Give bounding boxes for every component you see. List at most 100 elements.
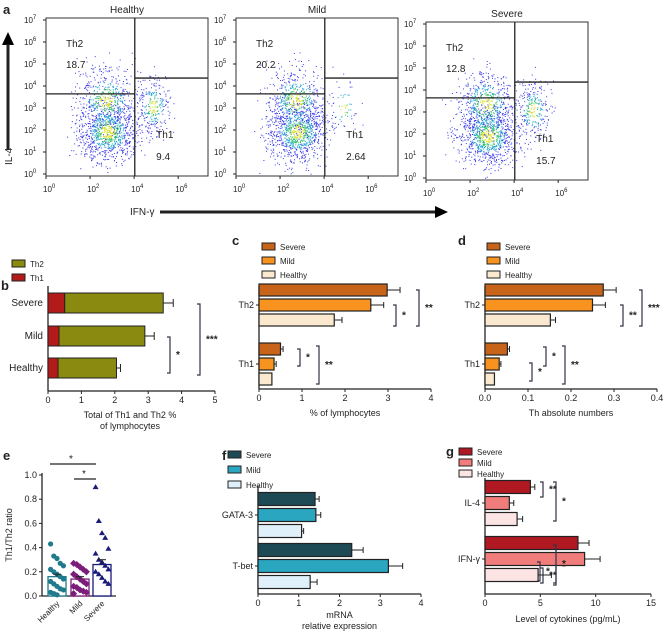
flow-plot-severe-xtick: 106 [555, 188, 568, 198]
flow-plot-mild-th1-label: Th1 [346, 130, 364, 141]
chart-d-legend-label: Mild [505, 257, 520, 266]
chart-e-category-label: Mild [68, 599, 85, 616]
chart-f-xlabel: mRNA [326, 610, 353, 620]
chart-g-sig-mark: * [562, 497, 566, 508]
chart-c-sig-bracket [297, 348, 301, 367]
chart-e-category-label: Severe [82, 599, 107, 624]
chart-g-xtick-label: 10 [591, 598, 601, 608]
chart-e-ytick-label: 0.4 [24, 543, 37, 553]
chart-d-xtick-label: 0.4 [651, 393, 664, 403]
chart-f-bar-gata-3-severe [257, 491, 316, 507]
chart-e-point-severe [99, 574, 105, 580]
chart-f-bar-t-bet-healthy [257, 574, 311, 590]
chart-b-sig-mild-healthy-bracket [167, 336, 171, 374]
chart-f-legend-label: Severe [246, 451, 272, 460]
chart-c-group-label: Th1 [238, 359, 254, 369]
chart-c-sig-bracket [393, 304, 397, 327]
chart-g-sig-bracket [537, 561, 541, 582]
flow-plot-healthy-xtick: 104 [131, 184, 144, 194]
chart-d-sig-bracket [620, 304, 624, 327]
chart-g-sig-mark: ** [549, 485, 557, 496]
flow-plot-healthy-th2-value: 18.7 [66, 60, 86, 71]
chart-c-sig-mark: * [402, 311, 406, 322]
chart-c-legend-swatch [261, 270, 276, 279]
chart-c-legend-label: Severe [280, 243, 306, 252]
flow-plot-healthy-ytick: 105 [24, 59, 37, 69]
flow-plot-healthy-ytick: 100 [24, 169, 37, 179]
chart-c-bar-th2-healthy [258, 313, 335, 327]
flow-plot-severe-ytick: 100 [404, 173, 417, 183]
flow-plot-mild-ytick: 103 [214, 103, 227, 113]
flow-plot-healthy-ytick: 104 [24, 81, 37, 91]
panel-label-e: e [3, 448, 11, 463]
chart-g-group-label: IL-4 [464, 498, 480, 508]
chart-b-xtick-label: 2 [112, 395, 117, 405]
panel-label-b: b [1, 278, 9, 293]
chart-g-sig-mark: * [546, 567, 550, 578]
flow-plot-healthy-ytick: 106 [24, 37, 37, 47]
chart-b-sig-severe-healthy-mark: *** [206, 335, 218, 346]
flow-plot-severe-ytick: 102 [404, 129, 417, 139]
chart-d-bar-th2-healthy [484, 313, 551, 327]
chart-b-xtick-label: 4 [179, 395, 184, 405]
panel-label-a: a [3, 2, 11, 17]
chart-e-sig-mark: * [82, 469, 86, 480]
flow-plot-healthy-title: Healthy [110, 5, 144, 16]
chart-f-xtick-label: 1 [296, 598, 301, 608]
chart-e-point-severe [105, 566, 112, 572]
chart-c-legend-label: Mild [280, 257, 295, 266]
chart-b-xlabel: Total of Th1 and Th2 % [84, 410, 177, 420]
flow-plot-mild-ytick: 104 [214, 81, 227, 91]
chart-b-bar-th2 [58, 325, 146, 347]
chart-d-sig-bracket [639, 289, 643, 327]
chart-c-legend-swatch [261, 256, 276, 265]
chart-f-legend-label: Healthy [246, 481, 273, 490]
chart-c-bar-th1-healthy [258, 372, 273, 386]
chart-g-bar-ifn-γ-mild [484, 551, 586, 567]
flow-plot-severe-ytick: 105 [404, 63, 417, 73]
chart-d-sig-mark: * [552, 352, 556, 363]
flow-plot-mild-frame [235, 17, 399, 177]
chart-e-point-severe [105, 580, 112, 586]
chart-b-category-label: Healthy [9, 363, 43, 374]
flow-plot-healthy-xtick: 106 [175, 184, 188, 194]
chart-e-ytick-label: 0.8 [24, 494, 37, 504]
chart-e-point-severe [102, 562, 109, 568]
flow-plot-healthy-th1-value: 9.4 [156, 152, 170, 163]
chart-g-bar-il-4-healthy [484, 511, 518, 527]
chart-c-sig-mark: ** [425, 303, 433, 314]
chart-c-xtick-label: 3 [385, 393, 390, 403]
chart-d-legend-swatch [486, 270, 501, 279]
chart-b-xlabel-line2: of lymphocytes [100, 421, 161, 431]
chart-g-xtick-label: 15 [646, 598, 656, 608]
chart-f-bar-t-bet-mild [257, 558, 389, 574]
chart-e-point-severe [95, 517, 102, 523]
flow-plot-severe-xtick: 100 [423, 188, 436, 198]
flow-plot-mild-xtick: 102 [277, 184, 290, 194]
chart-f-xlabel-line2: relative expression [302, 621, 377, 631]
chart-e-point-severe [92, 484, 99, 490]
chart-c-xtick-label: 1 [299, 393, 304, 403]
chart-e-point-severe [105, 545, 112, 551]
chart-f-xtick-label: 3 [378, 598, 383, 608]
chart-d-bar-th1-healthy [484, 372, 496, 386]
chart-f-bar-t-bet-severe [257, 542, 353, 558]
chart-g-legend-label: Mild [477, 459, 492, 468]
chart-e-ytick-label: 1.0 [24, 470, 37, 480]
chart-b-legend-swatch [11, 259, 26, 268]
chart-e-point-severe [95, 571, 102, 577]
flow-plot-healthy-xtick: 102 [87, 184, 100, 194]
flow-plot-healthy-ytick: 101 [24, 147, 37, 157]
flow-plot-severe-ytick: 103 [404, 107, 417, 117]
panel-label-d: d [458, 233, 466, 248]
ifn-arrow-head [435, 206, 448, 218]
flow-plot-healthy-frame [45, 17, 209, 177]
flow-plot-severe-th2-value: 12.8 [446, 64, 466, 75]
chart-f-legend-swatch [227, 450, 242, 459]
panel-label-g: g [446, 444, 454, 459]
chart-e-ytick-label: 0.0 [24, 591, 37, 601]
flow-plot-mild-th2-label: Th2 [256, 39, 274, 50]
flow-plot-severe-xtick: 104 [511, 188, 524, 198]
chart-d-xtick-label: 0.3 [608, 393, 621, 403]
